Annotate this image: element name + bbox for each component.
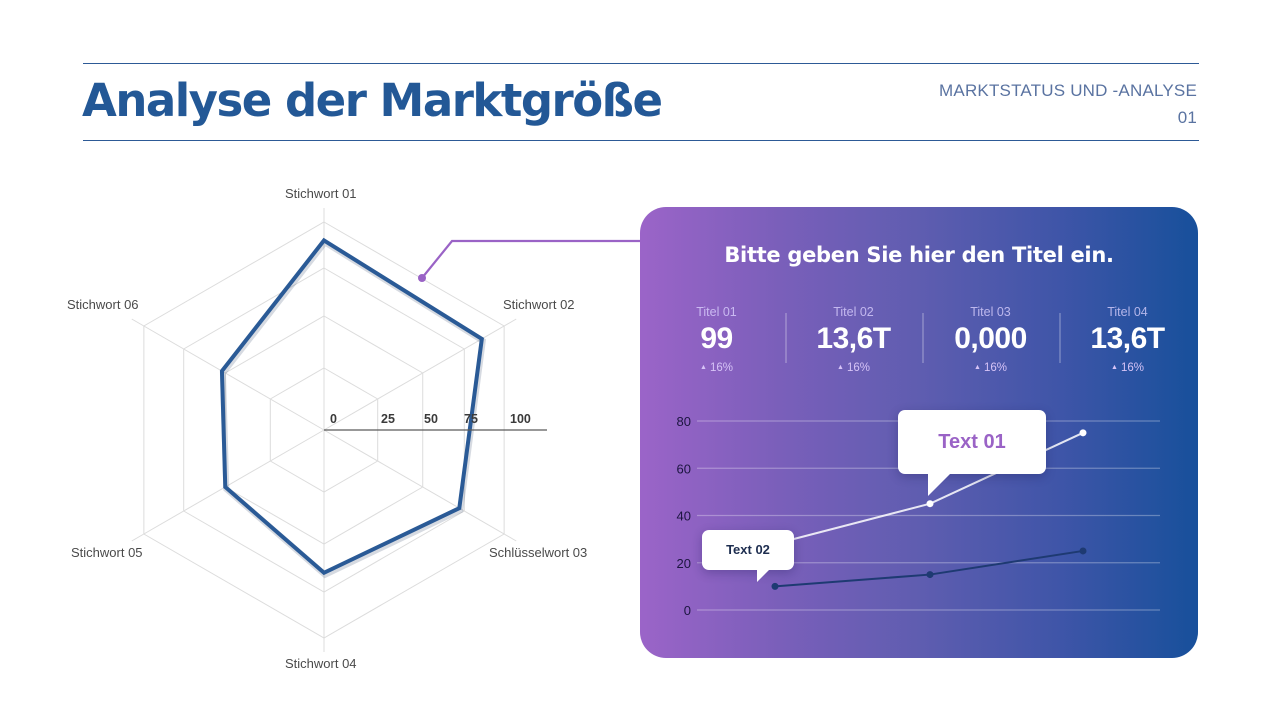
svg-text:80: 80 (677, 414, 691, 429)
svg-text:75: 75 (464, 412, 478, 426)
kpi-row: Titel 01 99 ▲ 16% Titel 02 13,6T ▲ 16% Tit… (648, 303, 1196, 381)
radar-label-6: Stichwort 06 (67, 297, 139, 312)
kpi-value: 0,000 (954, 322, 1027, 355)
page-title: Analyse der Marktgröße (82, 74, 663, 127)
triangle-up-icon: ▲ (837, 364, 844, 371)
kpi-label: Titel 02 (833, 305, 874, 319)
kpi-label: Titel 03 (970, 305, 1011, 319)
svg-text:0: 0 (684, 603, 691, 618)
header-bottom-rule (83, 140, 1199, 141)
section-number: 01 (1177, 108, 1197, 127)
connector-dot-icon (418, 274, 426, 282)
section-name: MARKTSTATUS UND -ANALYSE (939, 81, 1197, 100)
svg-text:40: 40 (677, 509, 691, 524)
svg-text:25: 25 (381, 412, 395, 426)
kpi-value: 13,6T (1090, 322, 1165, 355)
kpi-delta: ▲ 16% (1111, 362, 1144, 374)
callout-text-01: Text 01 (898, 410, 1046, 496)
kpi-delta: ▲ 16% (974, 362, 1007, 374)
section-label: MARKTSTATUS UND -ANALYSE 01 (939, 77, 1197, 131)
radar-label-1: Stichwort 01 (285, 186, 357, 201)
triangle-up-icon: ▲ (974, 364, 981, 371)
radar-label-4: Stichwort 04 (285, 656, 357, 671)
kpi-label: Titel 01 (696, 305, 737, 319)
header-top-rule (83, 63, 1199, 64)
callout-text-02: Text 02 (702, 530, 794, 582)
kpi-item: Titel 01 99 ▲ 16% (648, 303, 785, 381)
kpi-delta: ▲ 16% (700, 362, 733, 374)
summary-card: Bitte geben Sie hier den Titel ein. Tite… (640, 207, 1198, 658)
kpi-label: Titel 04 (1107, 305, 1148, 319)
kpi-item: Titel 03 0,000 ▲ 16% (922, 303, 1059, 381)
svg-text:100: 100 (510, 412, 531, 426)
svg-text:0: 0 (330, 412, 337, 426)
svg-text:50: 50 (424, 412, 438, 426)
svg-text:60: 60 (677, 461, 691, 476)
radar-label-2: Stichwort 02 (503, 297, 575, 312)
triangle-up-icon: ▲ (1111, 364, 1118, 371)
radar-plot: 0 25 50 75 100 (131, 208, 547, 652)
svg-text:20: 20 (677, 556, 691, 571)
radar-label-5: Stichwort 05 (71, 545, 143, 560)
kpi-value: 99 (700, 322, 733, 355)
kpi-item: Titel 02 13,6T ▲ 16% (785, 303, 922, 381)
kpi-value: 13,6T (816, 322, 891, 355)
radar-label-3: Schlüsselwort 03 (489, 545, 588, 560)
kpi-item: Titel 04 13,6T ▲ 16% (1059, 303, 1196, 381)
card-title: Bitte geben Sie hier den Titel ein. (724, 243, 1114, 267)
triangle-up-icon: ▲ (700, 364, 707, 371)
radar-chart: 0 25 50 75 100 Stichwort 01 Stichwort 02 Sch… (0, 160, 640, 700)
kpi-delta: ▲ 16% (837, 362, 870, 374)
